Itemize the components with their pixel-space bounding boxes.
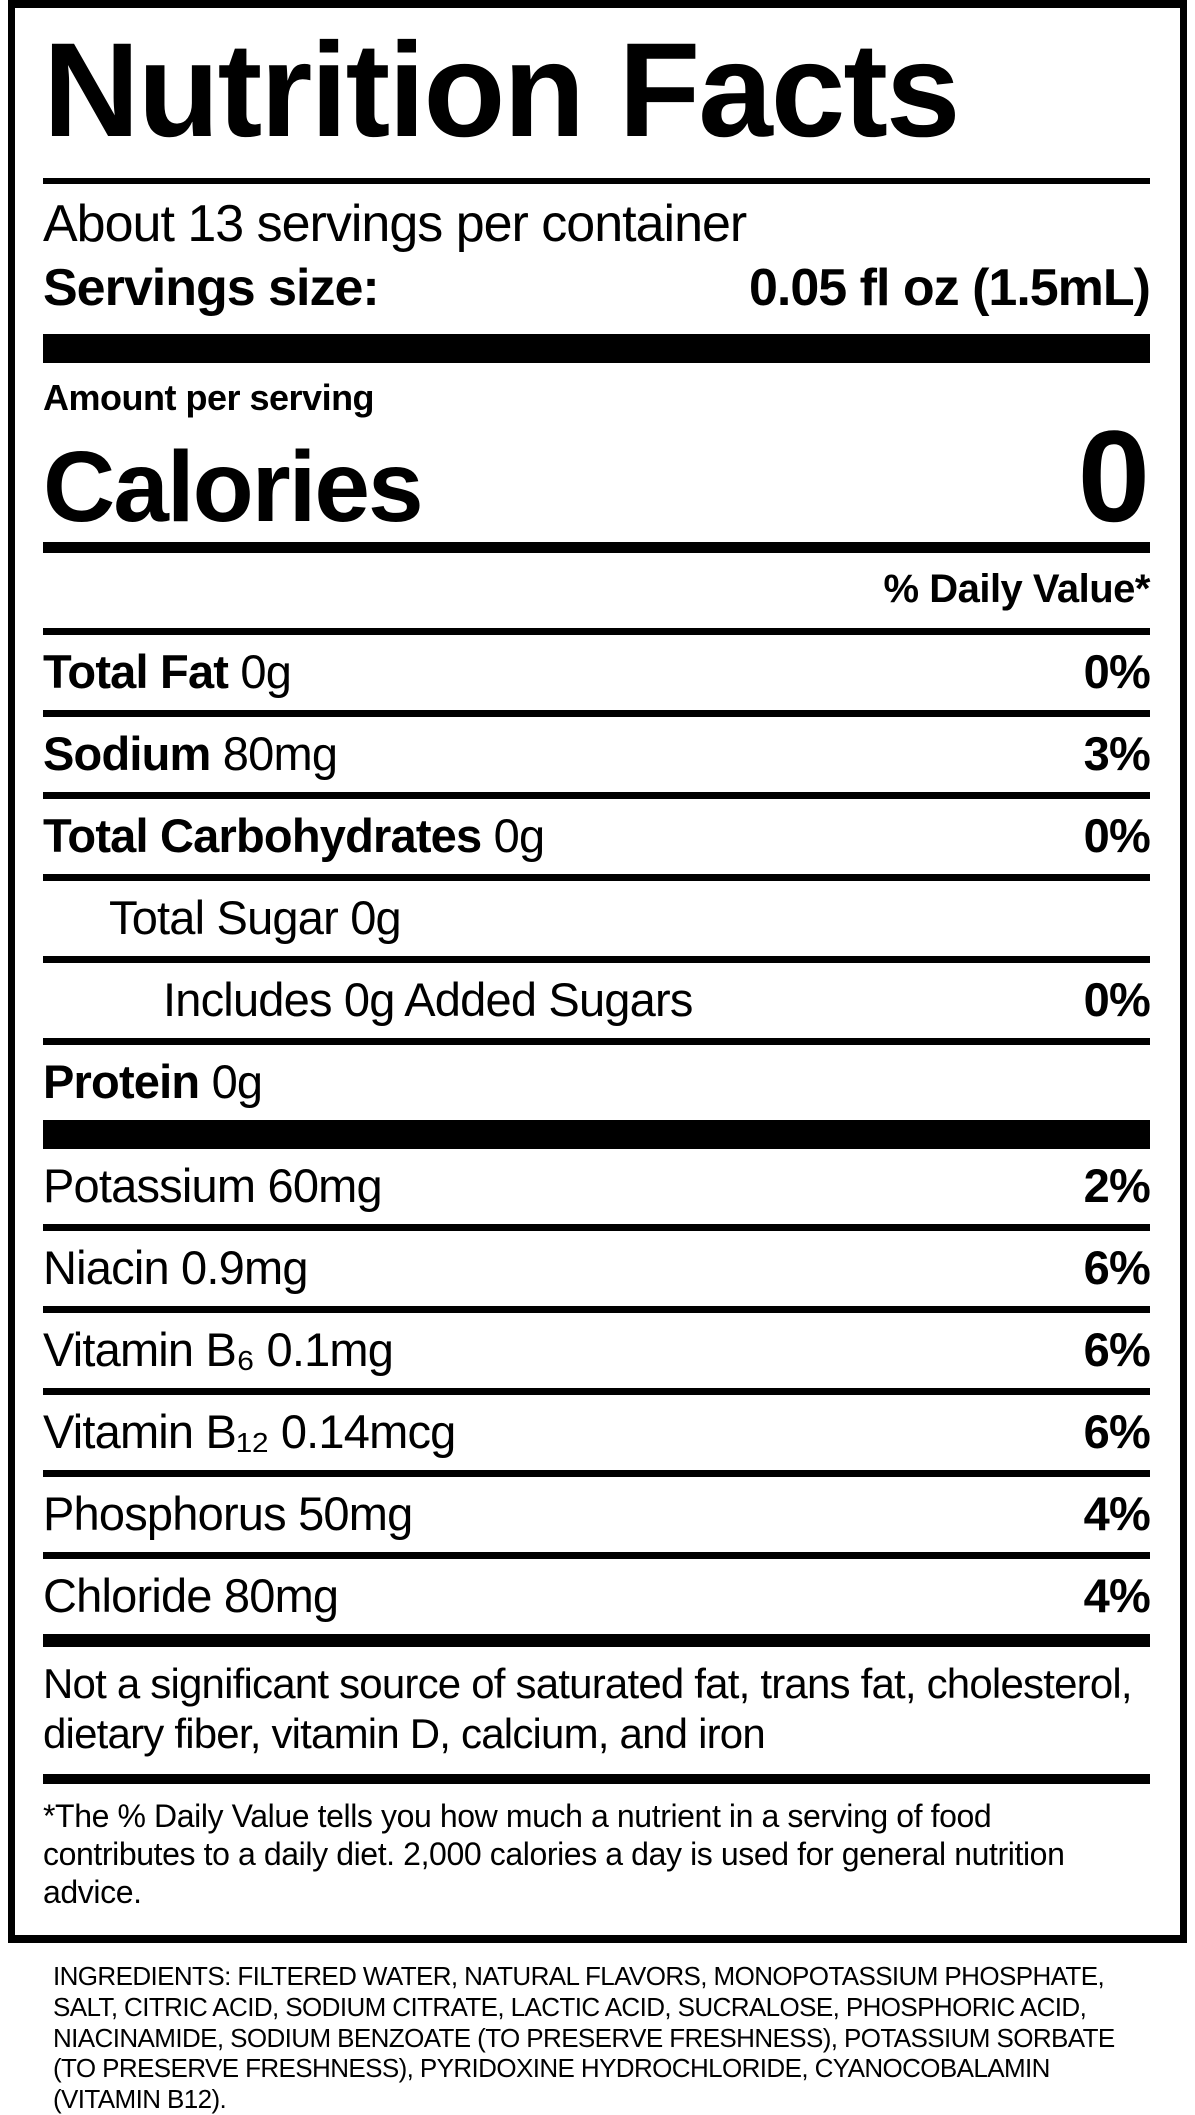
- calories-value: 0: [1077, 403, 1150, 549]
- daily-value-percent: 4%: [1083, 1569, 1151, 1622]
- daily-value-percent: 0%: [1083, 645, 1151, 698]
- nutrient-row-phosphorus: Phosphorus 50mg 4%: [43, 1477, 1151, 1559]
- nutrient-row-total-fat: Total Fat 0g 0%: [43, 635, 1151, 717]
- ingredients-list: INGREDIENTS: FILTERED WATER, NATURAL FLA…: [53, 1961, 1115, 2115]
- daily-value-percent: 2%: [1083, 1159, 1151, 1212]
- nutrient-row-vitamin-b6: Vitamin B₆ 0.1mg 6%: [43, 1313, 1151, 1395]
- daily-value-percent: 3%: [1083, 727, 1151, 780]
- nutrient-row-added-sugars: Includes 0g Added Sugars 0%: [43, 963, 1151, 1045]
- calories-label: Calories: [43, 431, 424, 543]
- nutrient-row-niacin: Niacin 0.9mg 6%: [43, 1231, 1151, 1313]
- nutrient-row-sodium: Sodium 80mg 3%: [43, 717, 1151, 799]
- daily-value-percent: 0%: [1083, 809, 1151, 862]
- nutrient-row-vitamin-b12: Vitamin B₁₂ 0.14mcg 6%: [43, 1395, 1151, 1477]
- nutrient-row-total-carbohydrates: Total Carbohydrates 0g 0%: [43, 799, 1151, 881]
- serving-size-label: Servings size:: [43, 259, 380, 317]
- nutrient-row-chloride: Chloride 80mg 4%: [43, 1569, 1151, 1622]
- thick-divider-top: [43, 334, 1150, 363]
- thin-divider-bottom: [43, 1634, 1150, 1647]
- calories-row: Calories 0: [43, 403, 1150, 549]
- nutrient-row-protein: Protein 0g: [43, 1055, 263, 1108]
- nutrition-facts-label: Nutrition Facts About 13 servings per co…: [8, 0, 1187, 1944]
- daily-value-percent: 4%: [1083, 1487, 1151, 1540]
- serving-size-value: 0.05 fl oz (1.5mL): [749, 259, 1151, 317]
- daily-value-percent: 6%: [1083, 1323, 1151, 1376]
- daily-value-percent: 0%: [1083, 973, 1151, 1026]
- amount-per-serving: Amount per serving: [43, 377, 375, 418]
- label-title: Nutrition Facts: [43, 16, 960, 165]
- thick-divider-middle: [43, 1120, 1150, 1149]
- nutrient-row-total-sugar: Total Sugar 0g: [43, 881, 1150, 963]
- servings-per-container: About 13 servings per container: [43, 195, 747, 253]
- title-divider: [43, 178, 1150, 184]
- calories-divider: [43, 542, 1150, 553]
- serving-size-row: Servings size: 0.05 fl oz (1.5mL): [43, 254, 1151, 334]
- daily-value-footnote: *The % Daily Value tells you how much a …: [43, 1774, 1150, 1917]
- daily-value-header: % Daily Value*: [43, 553, 1151, 635]
- not-significant-note: Not a significant source of saturated fa…: [43, 1660, 1133, 1757]
- nutrient-row-potassium: Potassium 60mg 2%: [43, 1149, 1151, 1231]
- daily-value-percent: 6%: [1083, 1241, 1151, 1294]
- daily-value-percent: 6%: [1083, 1405, 1151, 1458]
